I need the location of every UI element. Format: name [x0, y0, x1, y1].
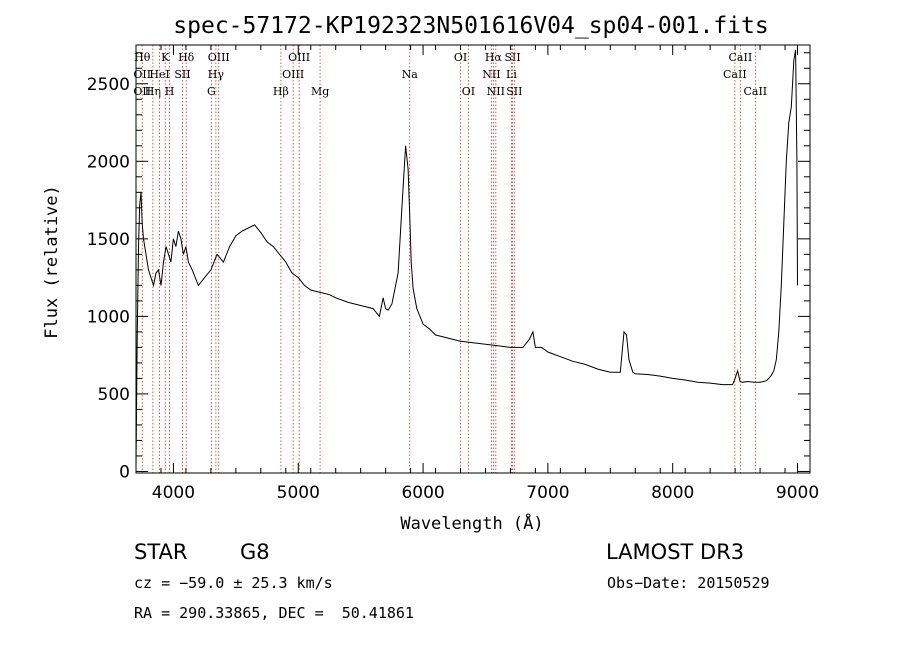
spectral-line-label: SII — [504, 51, 520, 64]
spectral-line-label: Hβ — [273, 85, 289, 98]
object-class: STAR — [134, 540, 188, 564]
spectral-line-label: Hθ — [134, 51, 151, 64]
spectral-line-label: SII — [174, 68, 190, 81]
survey-name: LAMOST DR3 — [606, 540, 745, 564]
x-tick-label: 7000 — [526, 483, 569, 503]
spectral-line-label: OIII — [208, 51, 230, 64]
x-tick-label: 4000 — [152, 483, 195, 503]
redshift-cz: cz = −59.0 ± 25.3 km/s — [134, 574, 333, 592]
y-tick-label: 0 — [119, 462, 130, 482]
spectral-line-label: Hα — [485, 51, 503, 64]
spectral-line-label: K — [161, 51, 170, 64]
spectral-line-label: HeI — [149, 68, 169, 81]
chart-title: spec-57172-KP192323N501616V04_sp04-001.f… — [173, 13, 768, 39]
spectral-line-label: CaII — [743, 85, 767, 98]
spectral-line-label: Li — [506, 68, 517, 81]
y-tick-label: 500 — [98, 385, 130, 405]
observation-date: Obs−Date: 20150529 — [607, 574, 770, 592]
spectral-line-label: OIII — [282, 68, 304, 81]
plot-frame — [135, 44, 811, 474]
spectral-line-label: OIII — [288, 51, 310, 64]
spectral-line-label: Hη — [145, 85, 161, 98]
spectral-line-label: Hδ — [178, 51, 195, 64]
x-axis-label: Wavelength (Å) — [400, 512, 543, 534]
object-subclass: G8 — [240, 540, 270, 564]
x-tick-label: 6000 — [401, 483, 444, 503]
spectral-line-label: NII — [487, 85, 505, 98]
spectral-line-label: Hγ — [208, 68, 225, 81]
x-tick-label: 8000 — [651, 483, 694, 503]
spectral-line-label: OII — [133, 68, 151, 81]
spectral-line-label: CaII — [723, 68, 747, 81]
spectral-line-label: OII — [133, 85, 151, 98]
spectrum-line — [135, 49, 798, 467]
coordinates: RA = 290.33865, DEC = 50.41861 — [134, 604, 414, 622]
y-axis: 0 500 1000 1500 2000 2500 — [87, 52, 810, 482]
spectral-line-label: CaII — [729, 51, 753, 64]
spectral-line-label: NII — [482, 68, 500, 81]
y-tick-label: 1000 — [87, 307, 130, 327]
x-axis: 4000 5000 6000 7000 8000 9000 — [135, 45, 819, 503]
spectral-line-label: Mg — [311, 85, 329, 98]
line-markers: HθOIIOIIHηHeIKHSIIHδGHγOIIIHβOIIIOIIIMgN… — [133, 45, 767, 473]
spectral-line-label: OI — [454, 51, 467, 64]
x-tick-label: 9000 — [776, 483, 819, 503]
y-tick-label: 2500 — [87, 75, 130, 95]
x-tick-label: 5000 — [277, 483, 320, 503]
spectral-line-label: H — [165, 85, 175, 98]
spectral-line-label: OI — [462, 85, 475, 98]
spectral-line-label: SII — [506, 85, 522, 98]
spectral-line-label: G — [207, 85, 216, 98]
y-axis-label: Flux (relative) — [42, 185, 62, 339]
spectral-line-label: Na — [402, 68, 419, 81]
y-tick-label: 2000 — [87, 152, 130, 172]
y-tick-label: 1500 — [87, 230, 130, 250]
